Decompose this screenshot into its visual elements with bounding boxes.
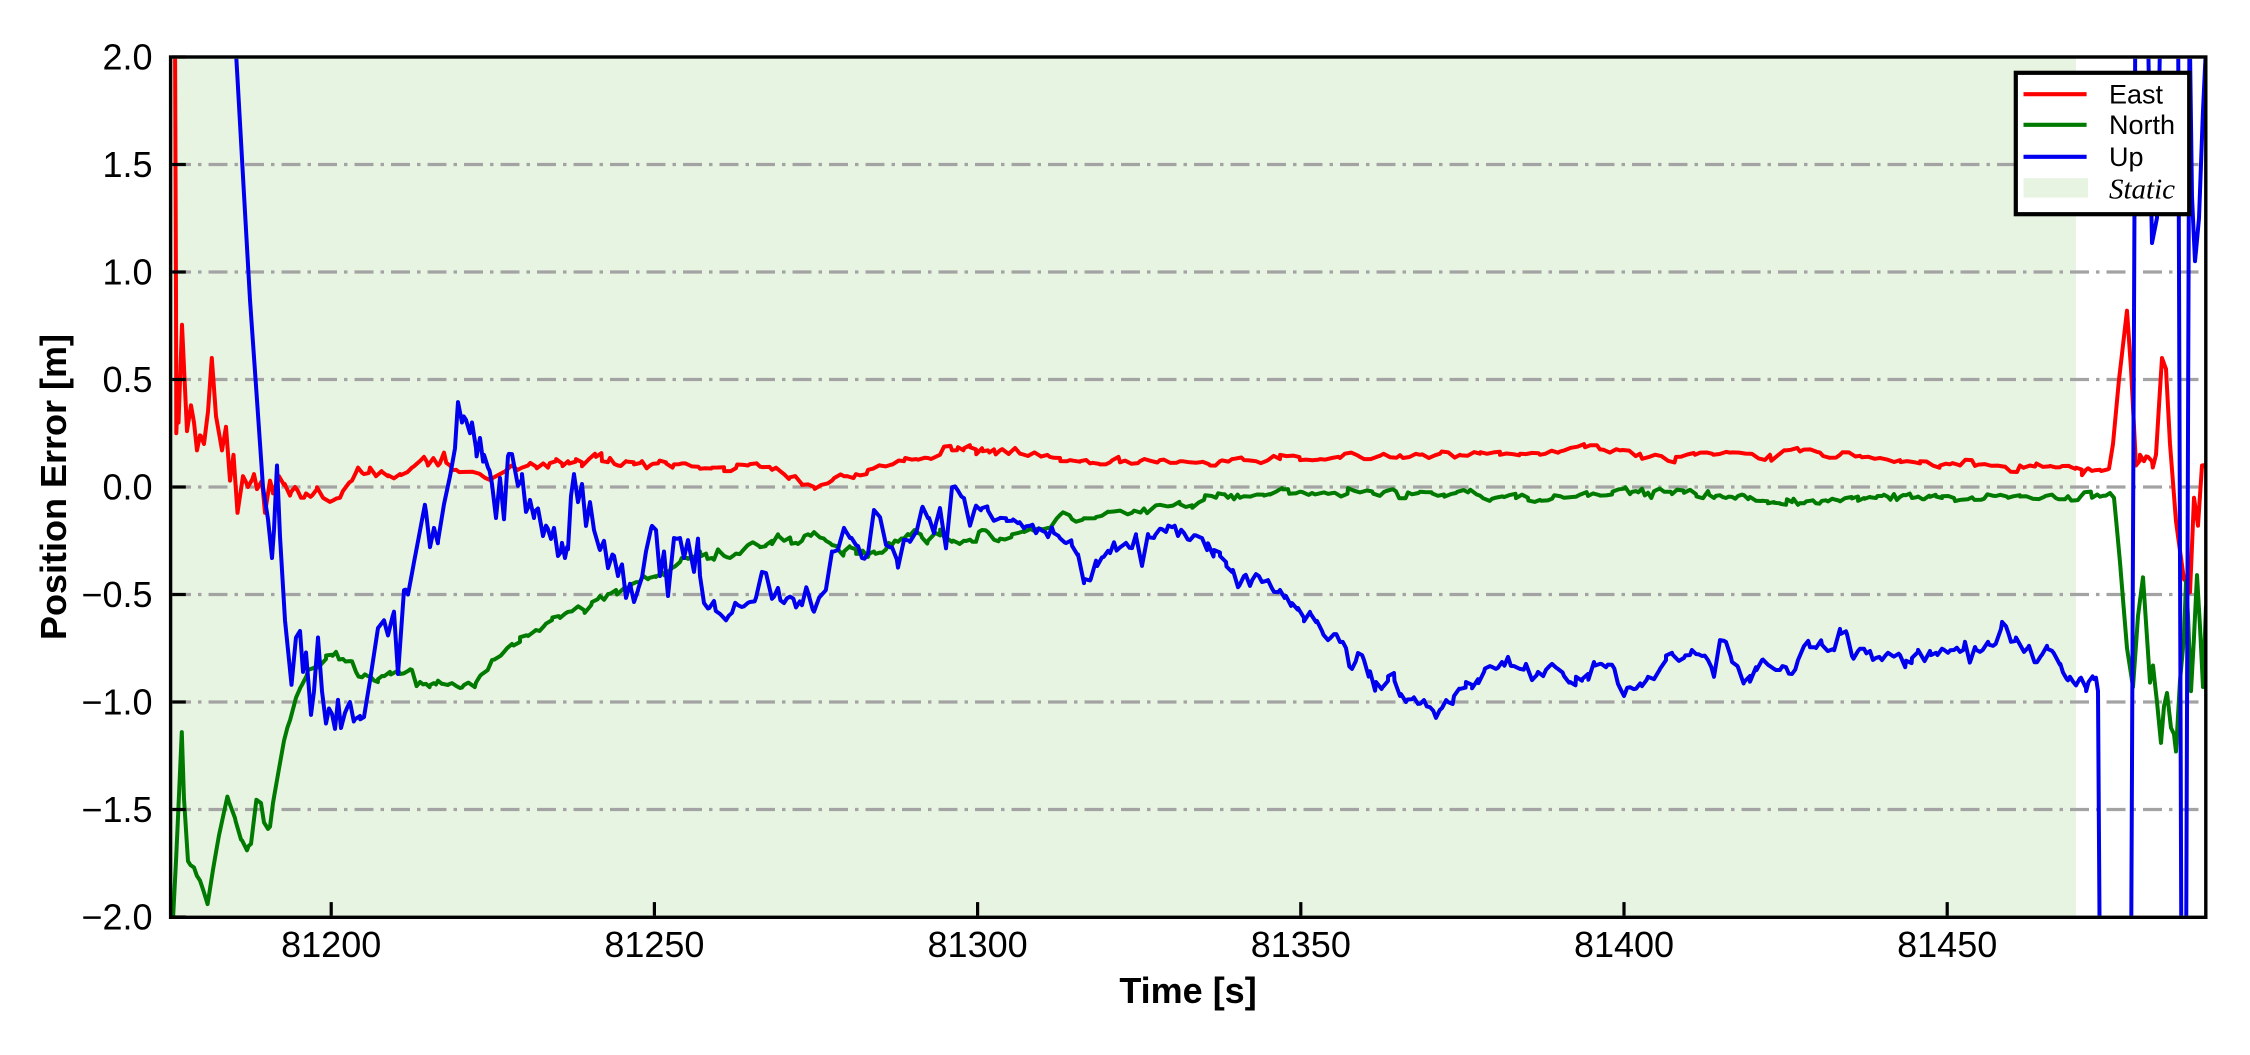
svg-text:Up: Up xyxy=(2109,142,2144,172)
svg-text:0.0: 0.0 xyxy=(102,466,152,507)
svg-text:−0.5: −0.5 xyxy=(81,574,152,615)
svg-text:East: East xyxy=(2109,80,2164,110)
svg-text:81400: 81400 xyxy=(1574,924,1674,965)
svg-text:81450: 81450 xyxy=(1897,924,1997,965)
svg-text:−2.0: −2.0 xyxy=(81,896,152,937)
svg-text:1.5: 1.5 xyxy=(102,144,152,185)
svg-text:−1.0: −1.0 xyxy=(81,681,152,722)
svg-text:Time [s]: Time [s] xyxy=(1119,970,1256,1011)
svg-text:81300: 81300 xyxy=(928,924,1028,965)
svg-text:0.5: 0.5 xyxy=(102,359,152,400)
svg-text:−1.5: −1.5 xyxy=(81,789,152,830)
svg-text:81200: 81200 xyxy=(281,924,381,965)
svg-text:81350: 81350 xyxy=(1251,924,1351,965)
svg-text:North: North xyxy=(2109,110,2175,140)
svg-text:81250: 81250 xyxy=(604,924,704,965)
svg-text:1.0: 1.0 xyxy=(102,251,152,292)
svg-text:Static: Static xyxy=(2109,173,2175,205)
svg-text:2.0: 2.0 xyxy=(102,36,152,77)
svg-text:Position Error [m]: Position Error [m] xyxy=(33,334,74,640)
